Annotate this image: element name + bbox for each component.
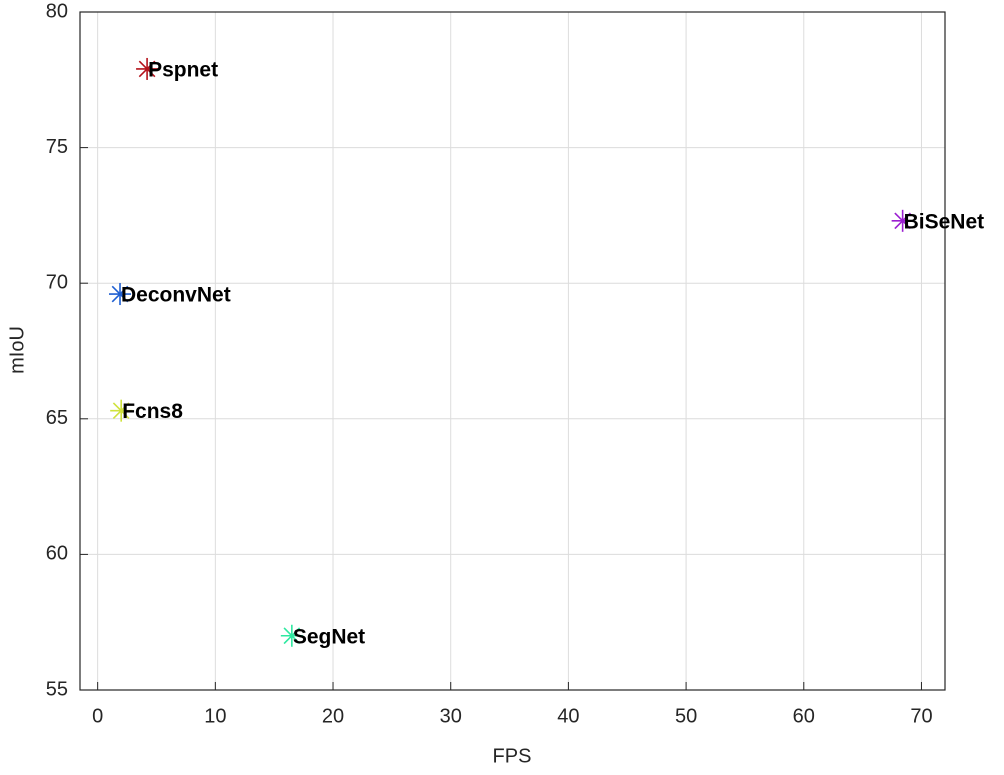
y-tick-label: 60 (46, 543, 68, 565)
x-tick-label: 0 (92, 705, 103, 727)
point-label: BiSeNet (904, 210, 985, 233)
point-label: Pspnet (148, 58, 218, 81)
y-tick-label: 75 (46, 136, 68, 158)
point-label: DeconvNet (121, 284, 231, 307)
x-tick-label: 70 (910, 705, 932, 727)
x-tick-label: 10 (204, 705, 226, 727)
point-marker (891, 209, 914, 232)
y-tick-label: 55 (46, 678, 68, 700)
x-tick-label: 20 (322, 705, 344, 727)
y-tick-label: 70 (46, 271, 68, 293)
point-marker (136, 57, 159, 80)
point-marker (110, 399, 133, 422)
plot-frame (79, 11, 946, 691)
x-tick-label: 60 (793, 705, 815, 727)
y-axis-label: mIoU (6, 326, 28, 374)
point-label: Fcns8 (122, 400, 183, 423)
point-marker (109, 283, 132, 306)
point-marker (280, 624, 303, 647)
point-label: SegNet (293, 625, 365, 648)
x-tick-label: 30 (440, 705, 462, 727)
x-axis-label: FPS (493, 745, 532, 767)
y-tick-label: 80 (46, 0, 68, 22)
x-tick-label: 50 (675, 705, 697, 727)
y-tick-label: 65 (46, 407, 68, 429)
x-tick-label: 40 (557, 705, 579, 727)
